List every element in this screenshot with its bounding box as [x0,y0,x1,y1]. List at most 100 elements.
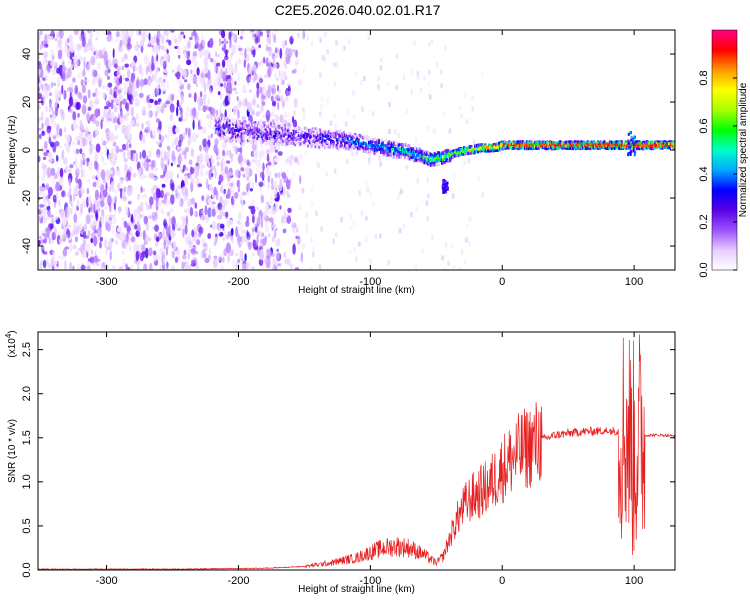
noise-cell [333,113,336,119]
noise-cell [199,209,202,218]
noise-cell [182,253,187,260]
noise-cell [213,144,218,154]
ridge-cell [325,132,328,136]
ridge-cell [228,130,231,134]
noise-cell [112,104,117,110]
ridge-cell [415,155,418,159]
noise-cell [198,153,204,163]
noise-cell [198,50,203,58]
noise-cell [65,133,71,144]
ridge-cell [235,118,237,122]
ridge-cell [278,131,281,135]
noise-cell [395,53,399,59]
noise-cell [43,84,46,93]
heatmap-cells [38,30,675,270]
noise-cell [197,263,200,270]
noise-cell [130,264,134,270]
noise-cell [49,101,52,110]
noise-cell [215,233,218,238]
noise-cell [111,197,116,205]
noise-cell [39,218,43,224]
noise-cell [38,133,42,140]
noise-cell [55,106,59,117]
noise-cell [103,201,108,211]
noise-cell [287,112,290,118]
noise-cell [377,76,380,81]
noise-cell [171,264,175,270]
ridge-cell [227,136,230,139]
ridge-cell [559,146,562,150]
ridge-cell [240,139,243,143]
noise-cell [201,70,204,77]
noise-cell [79,34,84,42]
noise-cell [367,35,370,41]
noise-cell [195,154,200,162]
ridge-cell [350,132,353,136]
noise-cell [205,113,211,120]
noise-cell [184,167,189,171]
noise-cell [103,107,106,118]
noise-cell [278,89,281,95]
noise-cell [142,193,147,199]
noise-cell [87,195,92,206]
noise-cell [137,194,141,201]
noise-cell [147,79,151,88]
noise-cell [179,101,183,109]
noise-cell [265,214,268,222]
noise-cell [344,121,348,127]
noise-cell [201,214,205,221]
ridge-cell [587,141,590,145]
ridge-cell [247,127,249,131]
noise-cell [202,49,207,57]
ridge-cell [296,138,298,142]
ridge-cell [237,128,240,132]
noise-cell [39,30,43,36]
noise-cell [184,236,189,242]
noise-cell [68,224,72,228]
noise-cell [95,179,101,189]
noise-cell [207,207,212,218]
ridge-cell [362,141,365,145]
noise-cell [57,103,60,109]
noise-cell [447,260,450,266]
ridge-cell [344,147,347,151]
noise-cell [246,192,250,196]
ridge-cell [335,143,338,147]
noise-cell [85,242,91,253]
ridge-cell [241,122,244,126]
noise-cell [266,30,271,35]
noise-cell [463,160,466,166]
ridge-cell [583,146,586,150]
noise-cell [278,192,283,196]
ridge-cell [380,138,383,141]
ridge-cell [299,131,302,135]
noise-cell [239,250,244,261]
noise-cell [235,169,241,178]
noise-cell [141,122,144,130]
noise-cell [163,235,168,245]
ridge-cell [422,155,425,159]
ridge-cell [308,133,311,137]
noise-cell [77,92,83,100]
ridge-cell [460,148,463,151]
noise-cell [73,213,78,224]
noise-cell [39,207,43,212]
noise-cell [190,148,195,158]
noise-cell [387,80,390,86]
ridge-cell [249,132,252,136]
noise-cell [140,38,145,49]
noise-cell [292,119,298,128]
ridge-cell [389,149,392,153]
ridge-cell [408,145,411,148]
noise-cell [211,201,216,205]
ridge-cell [238,137,241,141]
noise-cell [302,114,305,120]
ridge-cell [219,120,222,124]
noise-cell [195,162,199,167]
noise-cell [110,111,115,119]
ridge-cell [309,135,312,139]
ridge-cell [291,136,294,140]
noise-cell [208,106,212,112]
noise-cell [100,169,106,180]
noise-cell [361,106,364,112]
